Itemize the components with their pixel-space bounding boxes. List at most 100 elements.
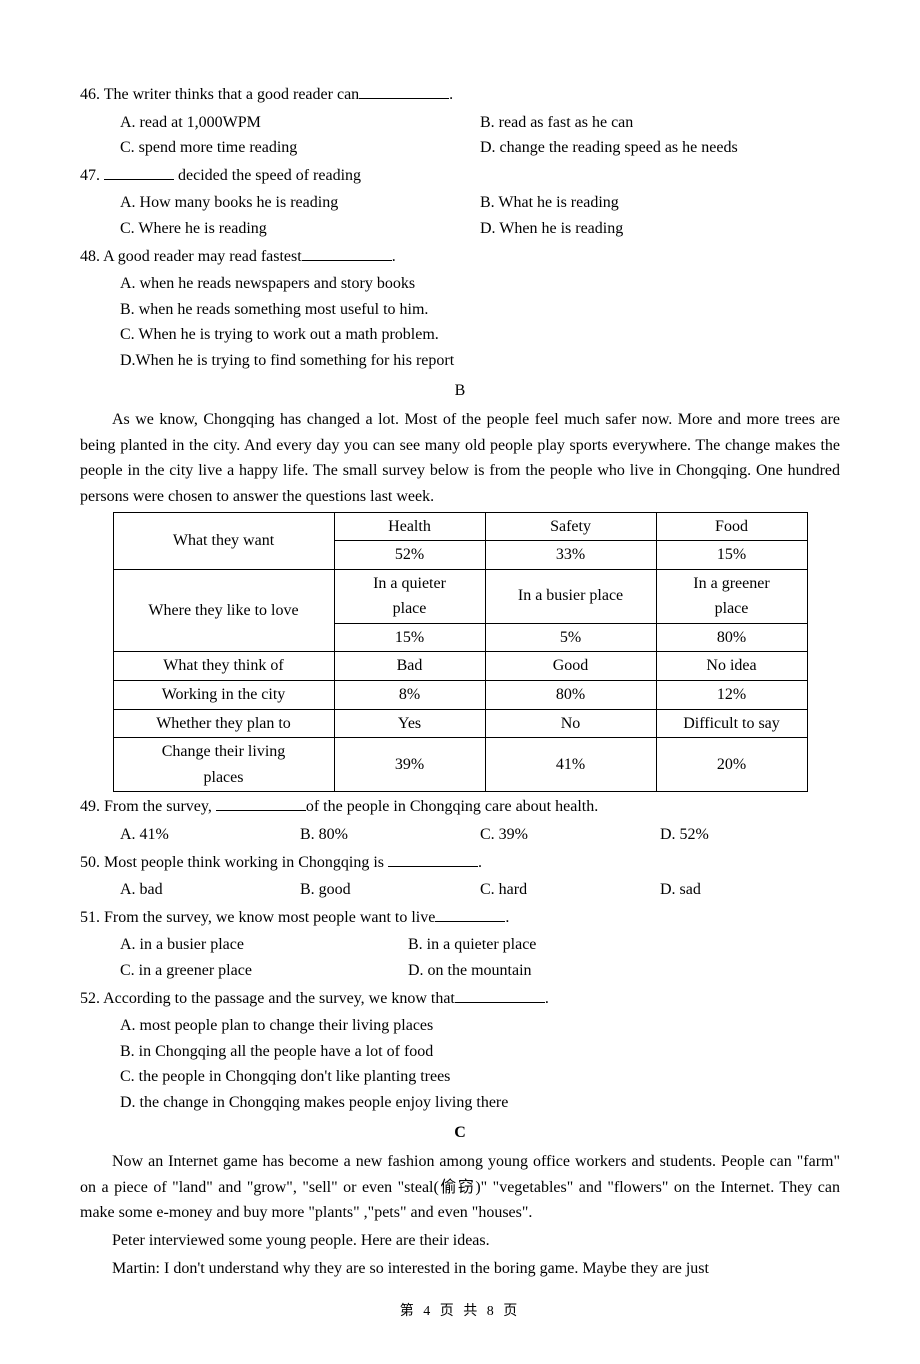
row-label: What they think of	[113, 652, 334, 681]
cell: 80%	[656, 623, 807, 652]
blank	[455, 1002, 545, 1003]
table-row: Working in the city 8% 80% 12%	[113, 681, 807, 710]
cell: 39%	[334, 738, 485, 792]
stem-tail: .	[449, 86, 453, 103]
cell: Health	[334, 512, 485, 541]
cell: 15%	[334, 623, 485, 652]
option-a: A. in a busier place	[120, 932, 408, 958]
cell: Safety	[485, 512, 656, 541]
row-label: Whether they plan to	[113, 709, 334, 738]
blank	[104, 179, 174, 180]
cell: 15%	[656, 541, 807, 570]
option-a: A. 41%	[120, 822, 300, 848]
table-row: What they think of Bad Good No idea	[113, 652, 807, 681]
stem-text: 50. Most people think working in Chongqi…	[80, 854, 388, 871]
option-b: B. 80%	[300, 822, 480, 848]
stem-text: 51. From the survey, we know most people…	[80, 909, 435, 926]
option-c: C. in a greener place	[120, 958, 408, 984]
options-46: A. read at 1,000WPM B. read as fast as h…	[80, 110, 840, 161]
question-48: 48. A good reader may read fastest.	[80, 244, 840, 270]
cell: Food	[656, 512, 807, 541]
stem-post: decided the speed of reading	[174, 167, 361, 184]
option-a: A. when he reads newspapers and story bo…	[120, 271, 840, 297]
cell: 80%	[485, 681, 656, 710]
cell: 20%	[656, 738, 807, 792]
cell: Good	[485, 652, 656, 681]
stem-text: 48. A good reader may read fastest	[80, 248, 302, 265]
stem-pre: 47.	[80, 167, 104, 184]
cell: 41%	[485, 738, 656, 792]
option-a: A. read at 1,000WPM	[120, 110, 480, 136]
blank	[388, 866, 478, 867]
option-c: C. the people in Chongqing don't like pl…	[120, 1064, 840, 1090]
options-47: A. How many books he is reading B. What …	[80, 190, 840, 241]
option-a: A. bad	[120, 877, 300, 903]
option-d: D. When he is reading	[480, 216, 840, 242]
option-b: B. good	[300, 877, 480, 903]
section-b-letter: B	[80, 378, 840, 404]
option-b: B. in a quieter place	[408, 932, 840, 958]
cell: 33%	[485, 541, 656, 570]
option-d: D. sad	[660, 877, 840, 903]
table-row: Whether they plan to Yes No Difficult to…	[113, 709, 807, 738]
question-49: 49. From the survey, of the people in Ch…	[80, 794, 840, 820]
row-label: Working in the city	[113, 681, 334, 710]
stem-pre: 49. From the survey,	[80, 798, 216, 815]
cell: No idea	[656, 652, 807, 681]
options-52: A. most people plan to change their livi…	[80, 1013, 840, 1115]
row-label: Where they like to love	[113, 569, 334, 652]
passage-b: As we know, Chongqing has changed a lot.…	[80, 407, 840, 509]
cell: 8%	[334, 681, 485, 710]
cell: Bad	[334, 652, 485, 681]
option-b: B. when he reads something most useful t…	[120, 297, 840, 323]
options-49: A. 41% B. 80% C. 39% D. 52%	[80, 822, 840, 848]
option-b: B. read as fast as he can	[480, 110, 840, 136]
option-c: C. spend more time reading	[120, 135, 480, 161]
option-d: D. change the reading speed as he needs	[480, 135, 840, 161]
option-c: C. 39%	[480, 822, 660, 848]
row-label: What they want	[113, 512, 334, 569]
survey-table: What they want Health Safety Food 52% 33…	[113, 512, 808, 793]
option-d: D. the change in Chongqing makes people …	[120, 1090, 840, 1116]
stem-tail: .	[392, 248, 396, 265]
cell: 5%	[485, 623, 656, 652]
cell: Yes	[334, 709, 485, 738]
table-row: Where they like to love In a quieterplac…	[113, 569, 807, 623]
table-row: What they want Health Safety Food	[113, 512, 807, 541]
stem-tail: .	[505, 909, 509, 926]
options-48: A. when he reads newspapers and story bo…	[80, 271, 840, 373]
options-50: A. bad B. good C. hard D. sad	[80, 877, 840, 903]
page-footer: 第 4 页 共 8 页	[80, 1301, 840, 1323]
cell: 12%	[656, 681, 807, 710]
question-52: 52. According to the passage and the sur…	[80, 986, 840, 1012]
stem-post: of the people in Chongqing care about he…	[306, 798, 598, 815]
cell: No	[485, 709, 656, 738]
question-46: 46. The writer thinks that a good reader…	[80, 82, 840, 108]
question-47: 47. decided the speed of reading	[80, 163, 840, 189]
blank	[216, 810, 306, 811]
section-c-letter: C	[80, 1120, 840, 1146]
passage-c-3: Martin: I don't understand why they are …	[80, 1256, 840, 1282]
stem-text: 46. The writer thinks that a good reader…	[80, 86, 359, 103]
cell: 52%	[334, 541, 485, 570]
cell: In a quieterplace	[334, 569, 485, 623]
question-50: 50. Most people think working in Chongqi…	[80, 850, 840, 876]
row-label: Change their livingplaces	[113, 738, 334, 792]
blank	[435, 921, 505, 922]
blank	[359, 98, 449, 99]
option-d: D.When he is trying to find something fo…	[120, 348, 840, 374]
option-a: A. most people plan to change their livi…	[120, 1013, 840, 1039]
cell: In a busier place	[485, 569, 656, 623]
blank	[302, 260, 392, 261]
option-c: C. hard	[480, 877, 660, 903]
passage-c-1: Now an Internet game has become a new fa…	[80, 1149, 840, 1226]
options-51: A. in a busier place B. in a quieter pla…	[80, 932, 840, 983]
question-51: 51. From the survey, we know most people…	[80, 905, 840, 931]
stem-tail: .	[478, 854, 482, 871]
table-row: Change their livingplaces 39% 41% 20%	[113, 738, 807, 792]
option-d: D. on the mountain	[408, 958, 840, 984]
stem-text: 52. According to the passage and the sur…	[80, 990, 455, 1007]
option-a: A. How many books he is reading	[120, 190, 480, 216]
cell: Difficult to say	[656, 709, 807, 738]
cell: In a greenerplace	[656, 569, 807, 623]
